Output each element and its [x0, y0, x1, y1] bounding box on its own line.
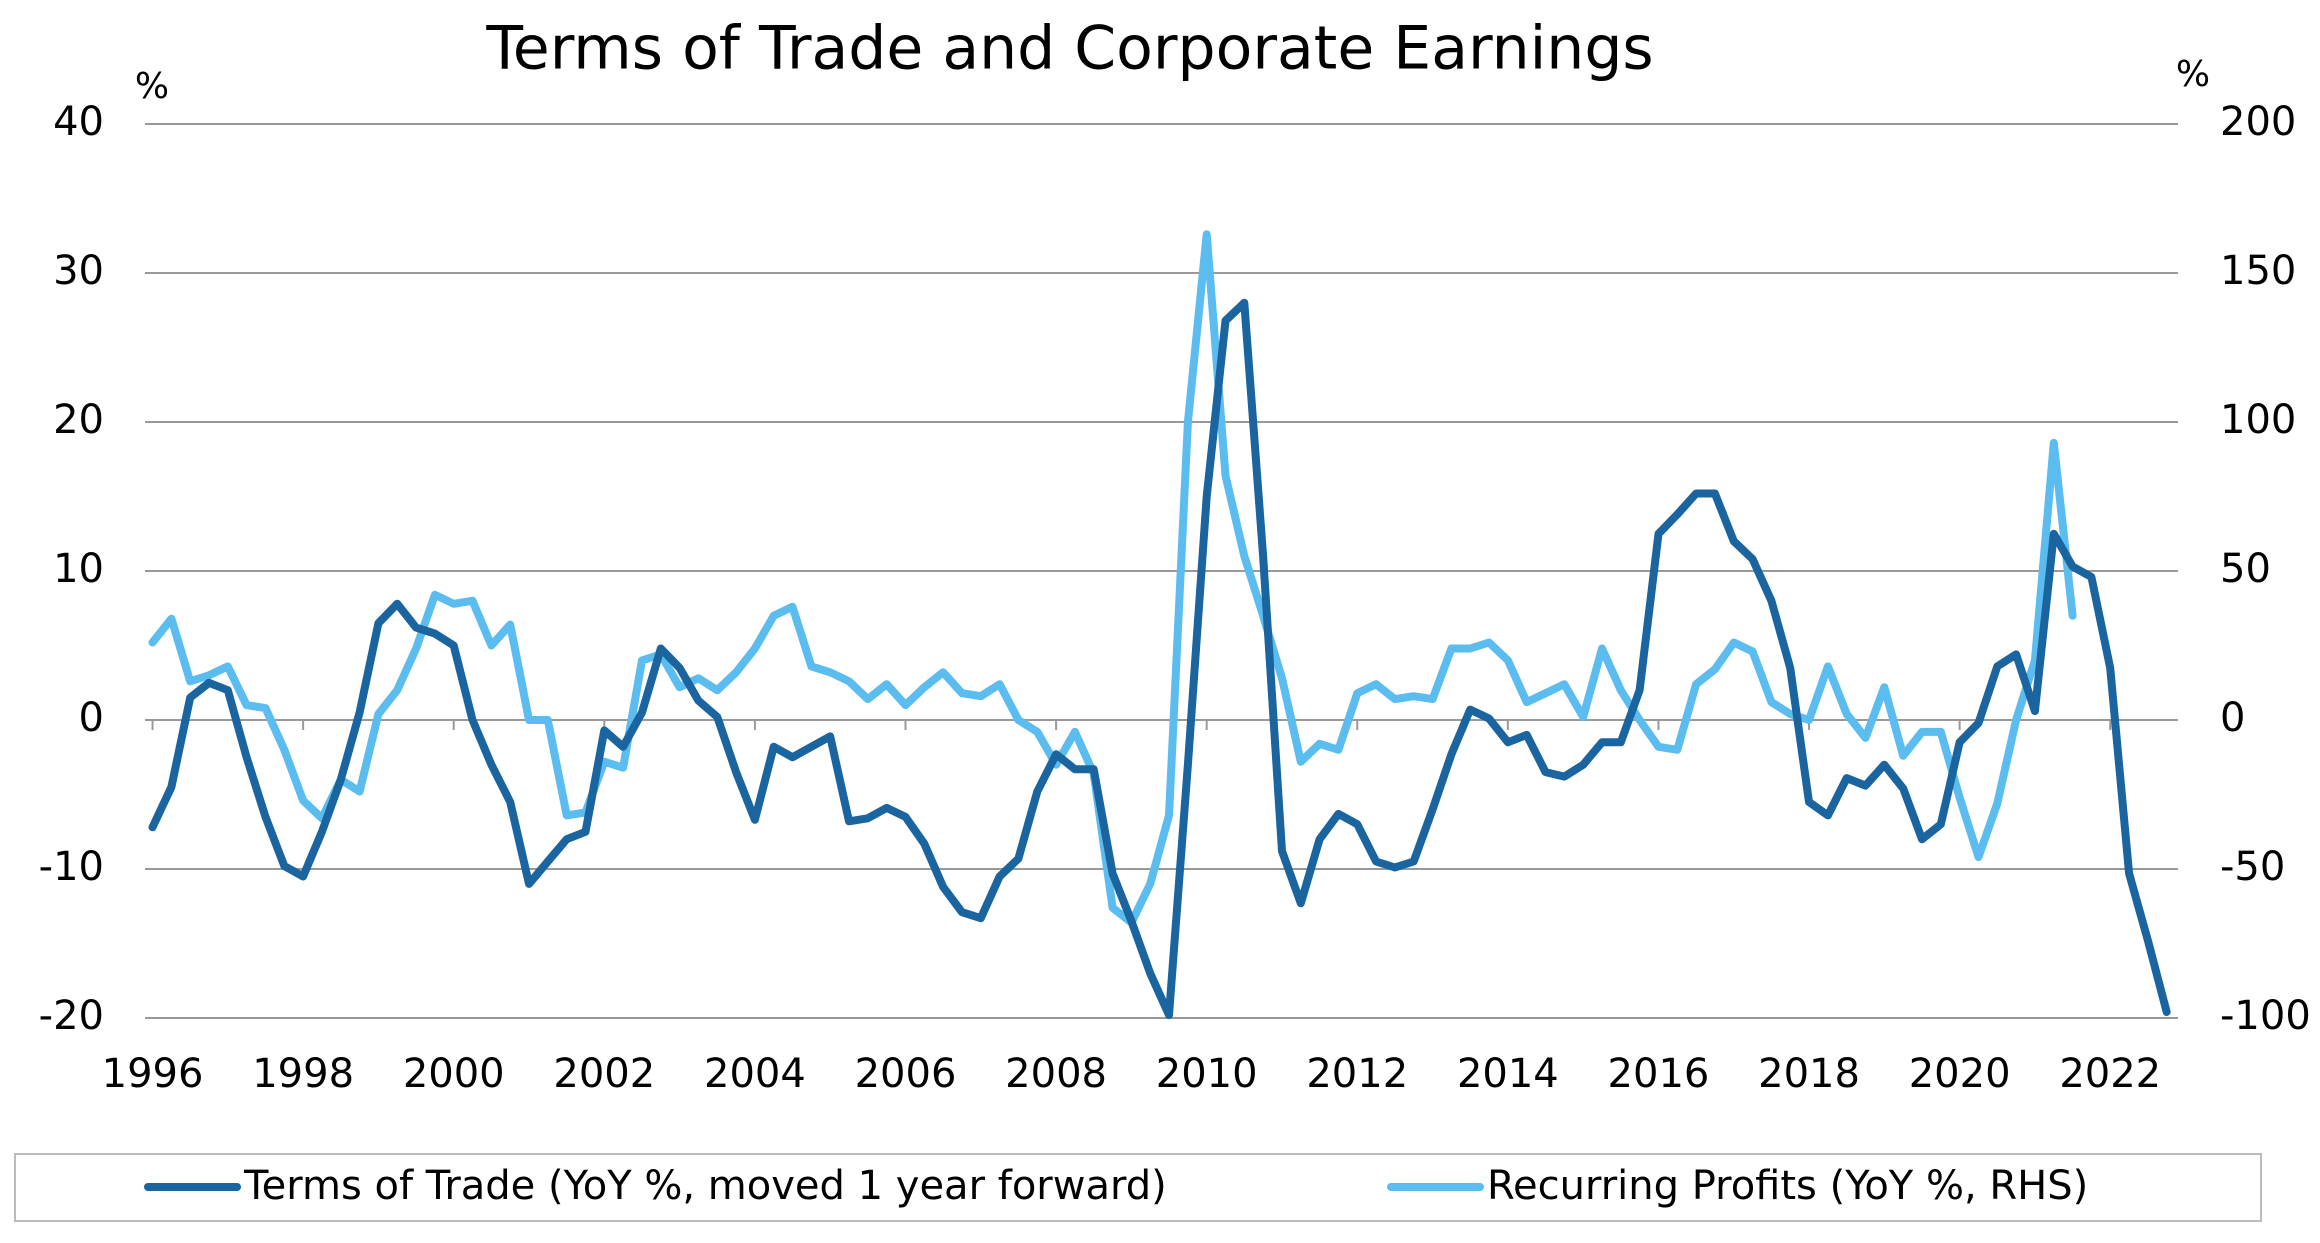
x-tick-label: 2022: [2059, 1051, 2161, 1097]
x-tick-label: 1998: [252, 1051, 354, 1097]
x-tick-label: 2012: [1306, 1051, 1408, 1097]
x-tick-label: 1996: [102, 1051, 204, 1097]
x-tick-label: 2008: [1005, 1051, 1107, 1097]
y2-tick-label: 200: [2220, 99, 2296, 145]
y-tick-label: 40: [53, 99, 104, 145]
x-tick-label: 2000: [403, 1051, 505, 1097]
x-tick-label: 2010: [1156, 1051, 1258, 1097]
y-tick-label: -10: [39, 844, 104, 890]
y2-tick-label: 100: [2220, 397, 2296, 443]
x-tick-label: 2018: [1758, 1051, 1860, 1097]
y-tick-label: 20: [53, 397, 104, 443]
y2-tick-label: 50: [2220, 546, 2271, 592]
y2-tick-label: 0: [2220, 695, 2245, 741]
legend-label: Terms of Trade (YoY %, moved 1 year forw…: [243, 1163, 1167, 1209]
y-tick-label: -20: [39, 993, 104, 1039]
series-line: [148, 298, 2171, 1019]
x-tick-label: 2006: [855, 1051, 957, 1097]
chart-title: Terms of Trade and Corporate Earnings: [485, 14, 1653, 84]
legend-box: [14, 1153, 2262, 1222]
y2-tick-label: -50: [2220, 844, 2285, 890]
y-tick-label: 10: [53, 546, 104, 592]
y-unit: %: [135, 66, 169, 107]
series-line: [148, 230, 2077, 927]
y-tick-label: 30: [53, 248, 104, 294]
x-tick-label: 2014: [1457, 1051, 1559, 1097]
x-tick-label: 2020: [1909, 1051, 2011, 1097]
x-tick-label: 2002: [553, 1051, 655, 1097]
y2-tick-label: -100: [2220, 993, 2311, 1039]
y-tick-label: 0: [79, 695, 104, 741]
x-tick-label: 2004: [704, 1051, 806, 1097]
y2-tick-label: 150: [2220, 248, 2296, 294]
y2-unit: %: [2176, 54, 2210, 95]
legend-label: Recurring Profits (YoY %, RHS): [1487, 1163, 2088, 1209]
x-tick-label: 2016: [1608, 1051, 1710, 1097]
